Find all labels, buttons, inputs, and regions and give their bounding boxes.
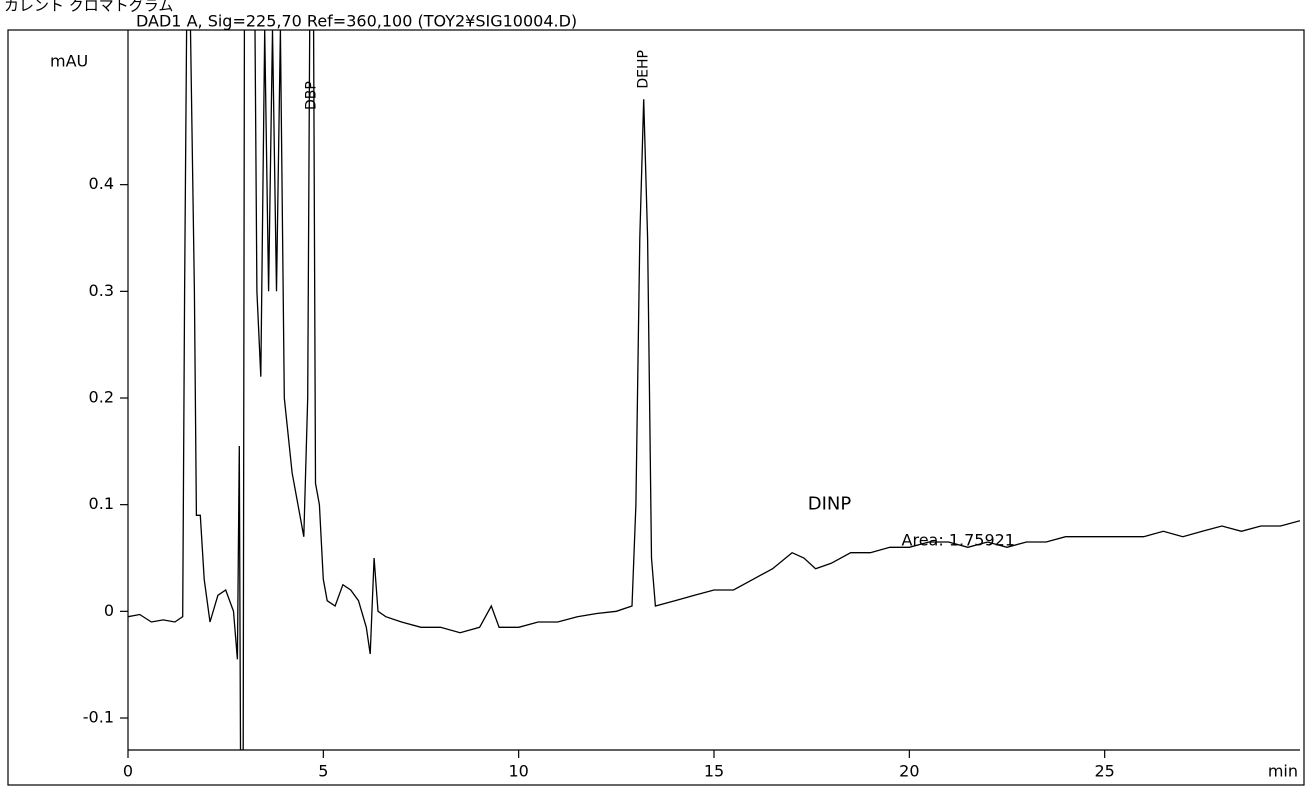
frame <box>7 29 1305 786</box>
x-tick-label: 20 <box>899 762 919 781</box>
annotation: Area: 1.75921 <box>902 530 1015 549</box>
y-axis-label: mAU <box>50 52 88 71</box>
header: カレント クロマトグラム <box>4 0 173 15</box>
y-tick-label: 0 <box>104 601 114 620</box>
x-axis-label: min <box>1268 762 1298 781</box>
x-tick-label: 0 <box>123 762 133 781</box>
x-tick-label: 25 <box>1094 762 1114 781</box>
y-tick-label: 0.3 <box>89 281 114 300</box>
chart-title: DAD1 A, Sig=225,70 Ref=360,100 (TOY2¥SIG… <box>136 12 577 31</box>
peak-label: DBP <box>304 81 320 110</box>
y-tick-label: 0.4 <box>89 174 114 193</box>
x-tick-label: 15 <box>704 762 724 781</box>
x-tick-label: 10 <box>508 762 528 781</box>
y-tick-label: -0.1 <box>83 708 114 727</box>
x-tick-label: 5 <box>318 762 328 781</box>
y-tick-label: 0.2 <box>89 388 114 407</box>
y-tick-label: 0.1 <box>89 494 114 513</box>
peak-label: DEHP <box>636 50 652 89</box>
trace <box>128 30 1300 750</box>
annotation: DINP <box>808 494 852 515</box>
